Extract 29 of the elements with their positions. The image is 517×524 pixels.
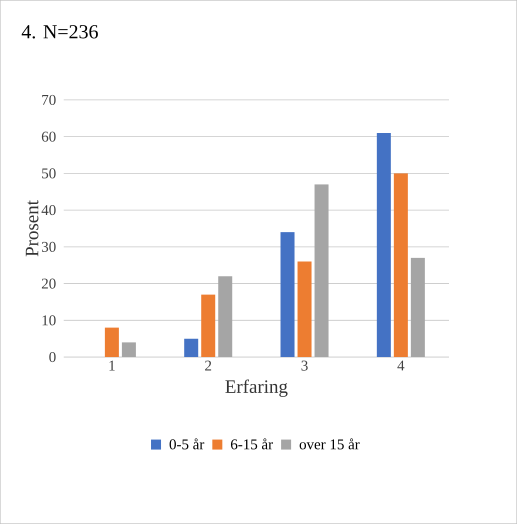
bar bbox=[298, 262, 312, 358]
y-tick-label: 0 bbox=[49, 352, 56, 362]
x-tick-label: 2 bbox=[205, 360, 212, 370]
bar bbox=[410, 258, 425, 358]
legend-label: 6-15 år bbox=[230, 438, 273, 450]
y-tick-label: 50 bbox=[42, 168, 56, 178]
bar bbox=[376, 132, 391, 358]
y-tick-label: 10 bbox=[42, 315, 56, 326]
x-tick-label: 4 bbox=[397, 360, 404, 370]
legend-label: 0-5 år bbox=[170, 438, 204, 450]
x-axis-title: Erfaring bbox=[225, 379, 288, 397]
bar bbox=[314, 184, 329, 358]
legend-label: over 15 år bbox=[300, 438, 360, 450]
bar bbox=[280, 232, 295, 358]
y-tick-label: 30 bbox=[42, 242, 56, 252]
x-tick-label: 3 bbox=[302, 360, 308, 371]
y-axis-title: Prosent bbox=[26, 200, 38, 256]
y-tick-label: 40 bbox=[42, 205, 56, 216]
bar bbox=[184, 338, 198, 358]
y-tick-label: 20 bbox=[42, 278, 56, 289]
bar bbox=[104, 328, 119, 358]
chart-title: 4. N=236 bbox=[22, 25, 98, 39]
bar bbox=[394, 173, 408, 358]
bar bbox=[122, 342, 136, 358]
x-tick-label: 1 bbox=[109, 360, 115, 370]
bar bbox=[201, 294, 216, 358]
bar bbox=[218, 276, 232, 358]
y-tick-label: 60 bbox=[42, 132, 56, 142]
y-tick-label: 70 bbox=[42, 94, 56, 105]
